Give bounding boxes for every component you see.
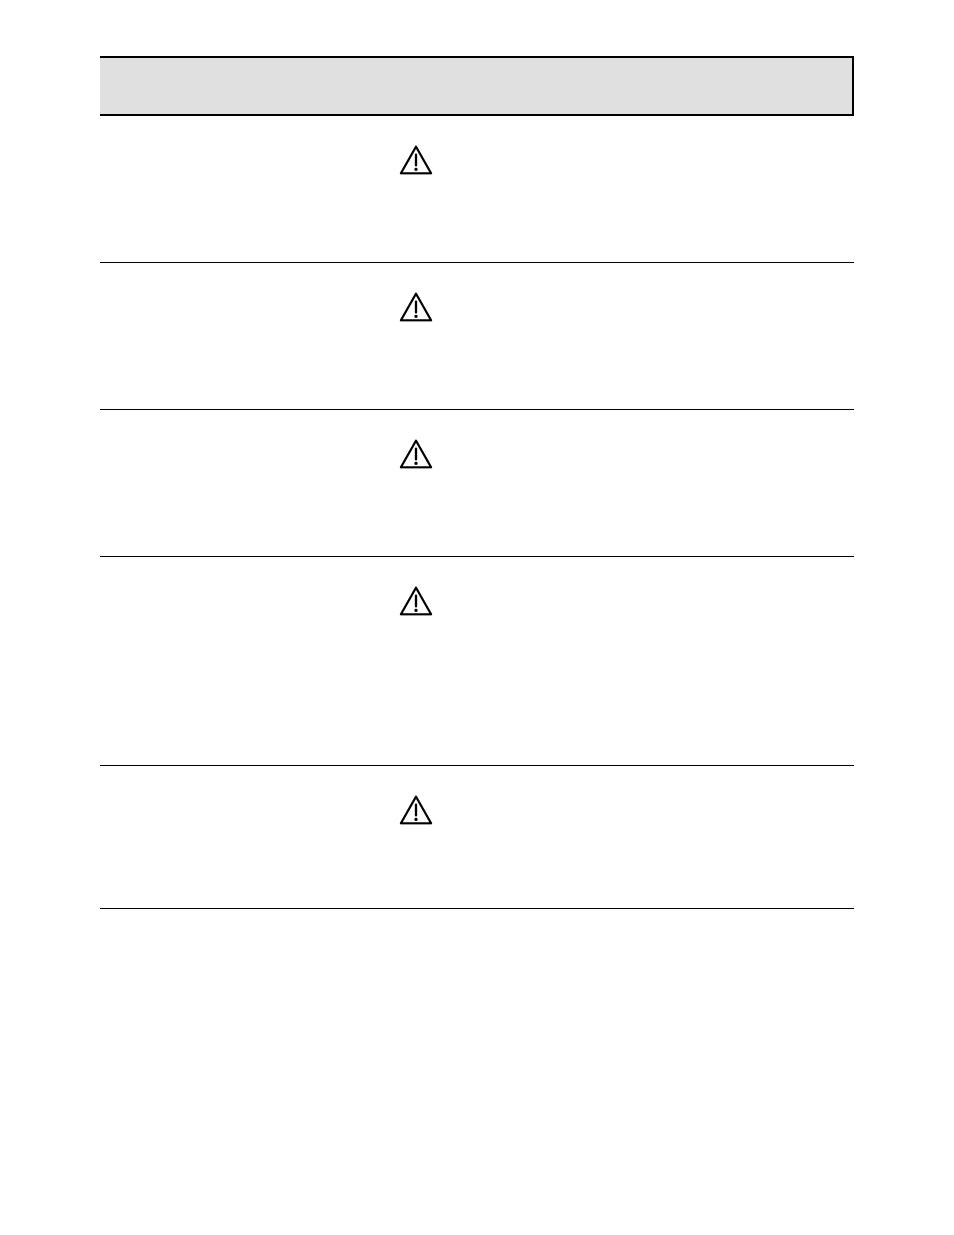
- warning-heading: WARNING: [100, 585, 854, 617]
- warning-block: WARNING: [100, 410, 854, 556]
- warning-text: [100, 190, 854, 238]
- warning-text: [100, 484, 854, 532]
- warning-heading: WARNING: [100, 794, 854, 826]
- warning-block: WARNING: [100, 766, 854, 908]
- warning-text: [100, 337, 854, 385]
- warning-label: WARNING: [448, 798, 557, 822]
- warning-block: WARNING: [100, 116, 854, 262]
- warning-triangle-icon: [398, 585, 434, 617]
- warning-block: WARNING: [100, 263, 854, 409]
- warning-heading: WARNING: [100, 144, 854, 176]
- warning-text: [100, 840, 854, 884]
- warning-triangle-icon: [398, 438, 434, 470]
- warning-label: WARNING: [448, 148, 557, 172]
- warning-triangle-icon: [398, 794, 434, 826]
- warning-label: WARNING: [448, 589, 557, 613]
- divider: [100, 908, 854, 909]
- content-area: WARNING WARNING: [100, 116, 854, 909]
- section-header-band: [100, 56, 854, 116]
- warning-heading: WARNING: [100, 291, 854, 323]
- warning-label: WARNING: [448, 442, 557, 466]
- warning-heading: WARNING: [100, 438, 854, 470]
- document-page: WARNING WARNING: [0, 56, 954, 909]
- warning-block: WARNING: [100, 557, 854, 765]
- warning-triangle-icon: [398, 144, 434, 176]
- warning-text: [100, 631, 854, 741]
- warning-triangle-icon: [398, 291, 434, 323]
- warning-label: WARNING: [448, 295, 557, 319]
